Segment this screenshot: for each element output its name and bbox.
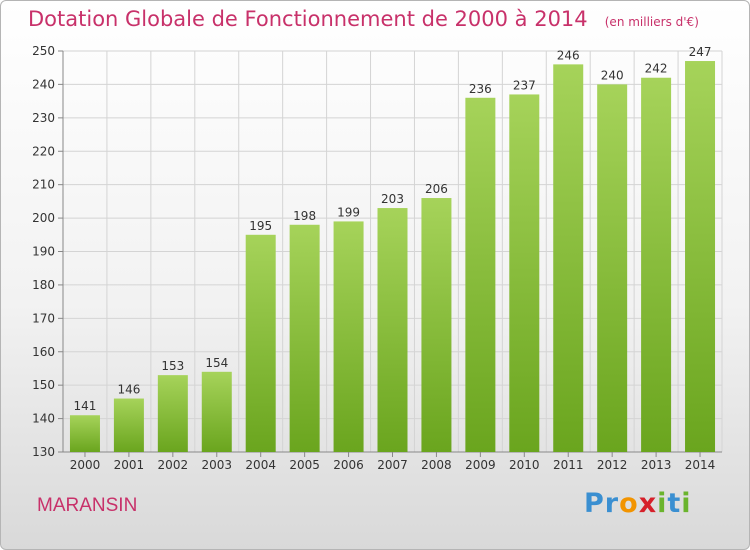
tick-labels: 130 140 150 160 170 180 190 200 210 220 230 240 250 2… — [32, 44, 715, 472]
data-label: 198 — [293, 209, 316, 223]
y-tick-label: 220 — [32, 144, 55, 158]
bar — [201, 371, 232, 452]
bar — [597, 84, 628, 453]
x-tick-label: 2012 — [597, 458, 628, 472]
bar — [421, 198, 452, 452]
data-label: 199 — [337, 205, 360, 219]
data-label: 146 — [117, 383, 140, 397]
bar — [333, 221, 364, 452]
logo-letter: t — [667, 488, 682, 519]
bar — [69, 415, 100, 452]
data-label: 141 — [74, 399, 97, 413]
x-tick-label: 2011 — [553, 458, 584, 472]
y-tick-label: 230 — [32, 111, 55, 125]
bar — [157, 375, 188, 452]
logo-letter: o — [619, 488, 639, 519]
chart-title-text: Dotation Globale de Fonctionnement de 20… — [28, 7, 588, 31]
x-tick-label: 2008 — [421, 458, 452, 472]
logo-letter: i — [657, 488, 668, 519]
x-tick-label: 2000 — [70, 458, 101, 472]
data-label: 206 — [425, 182, 448, 196]
y-tick-label: 240 — [32, 77, 55, 91]
x-tick-label: 2006 — [333, 458, 364, 472]
bar — [641, 77, 672, 452]
data-label: 236 — [469, 82, 492, 96]
data-label: 242 — [645, 62, 668, 76]
data-label: 153 — [161, 359, 184, 373]
y-tick-label: 250 — [32, 44, 55, 58]
data-label: 240 — [601, 68, 624, 82]
data-labels: 141 146 153 154 195 198 199 203 206 236 237 246 240 2… — [74, 45, 712, 413]
x-tick-label: 2009 — [465, 458, 496, 472]
data-label: 237 — [513, 78, 536, 92]
y-tick-label: 140 — [32, 412, 55, 426]
y-tick-label: 160 — [32, 345, 55, 359]
chart-unit-label: (en milliers d'€) — [604, 15, 699, 29]
bar — [113, 398, 144, 452]
bar — [553, 64, 584, 452]
x-tick-label: 2013 — [641, 458, 672, 472]
x-tick-label: 2014 — [685, 458, 716, 472]
y-tick-label: 130 — [32, 445, 55, 459]
bar — [289, 224, 320, 452]
y-tick-label: 200 — [32, 211, 55, 225]
y-tick-label: 170 — [32, 311, 55, 325]
y-tick-label: 180 — [32, 278, 55, 292]
logo-letter: P — [584, 488, 605, 519]
logo-letter: x — [638, 488, 658, 519]
bar — [377, 208, 408, 452]
proxiti-logo: Proxiti — [584, 488, 692, 519]
x-tick-label: 2005 — [289, 458, 320, 472]
data-label: 246 — [557, 48, 580, 62]
data-label: 247 — [689, 45, 712, 59]
bar — [685, 61, 716, 453]
y-tick-label: 190 — [32, 245, 55, 259]
y-tick-label: 210 — [32, 178, 55, 192]
data-label: 203 — [381, 192, 404, 206]
x-tick-label: 2001 — [114, 458, 145, 472]
data-label: 154 — [205, 356, 228, 370]
bar — [509, 94, 540, 453]
data-label: 195 — [249, 219, 272, 233]
x-tick-label: 2003 — [201, 458, 232, 472]
bar — [245, 234, 276, 452]
x-tick-label: 2007 — [377, 458, 408, 472]
bars — [69, 61, 716, 453]
chart-title: Dotation Globale de Fonctionnement de 20… — [28, 7, 699, 31]
logo-letter: i — [681, 488, 692, 519]
bar — [465, 97, 496, 453]
logo-letter: r — [604, 488, 620, 519]
x-tick-label: 2002 — [158, 458, 189, 472]
x-tick-label: 2010 — [509, 458, 540, 472]
place-name: MARANSIN — [37, 495, 138, 516]
y-tick-label: 150 — [32, 378, 55, 392]
x-tick-label: 2004 — [245, 458, 276, 472]
